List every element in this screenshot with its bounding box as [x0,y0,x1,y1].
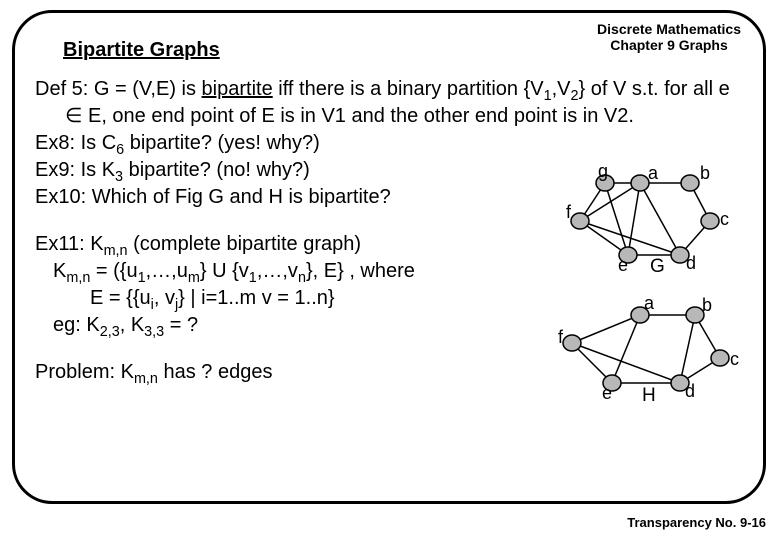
graph-h: abcdefH [550,303,750,408]
svg-text:e: e [602,383,612,403]
header-line2: Chapter 9 Graphs [597,37,741,53]
ex8-text: Ex8: Is C6 bipartite? (yes! why?) [35,130,745,157]
svg-text:d: d [685,381,695,401]
course-header: Discrete Mathematics Chapter 9 Graphs [597,21,741,53]
footer-transparency: Transparency No. 9-16 [627,515,766,530]
header-line1: Discrete Mathematics [597,21,741,37]
graph-g: abcdefgG [550,163,750,278]
svg-text:b: b [702,295,712,315]
svg-text:c: c [730,349,739,369]
svg-text:c: c [720,209,729,229]
svg-text:G: G [650,256,665,277]
def5-text: Def 5: G = (V,E) is bipartite iff there … [35,76,745,130]
svg-text:g: g [598,161,608,181]
svg-text:a: a [648,163,659,183]
slide-frame: Discrete Mathematics Chapter 9 Graphs Bi… [12,10,766,504]
svg-text:d: d [686,253,696,273]
svg-text:e: e [618,255,628,275]
svg-text:a: a [644,293,655,313]
svg-text:H: H [642,385,656,406]
svg-text:b: b [700,163,710,183]
